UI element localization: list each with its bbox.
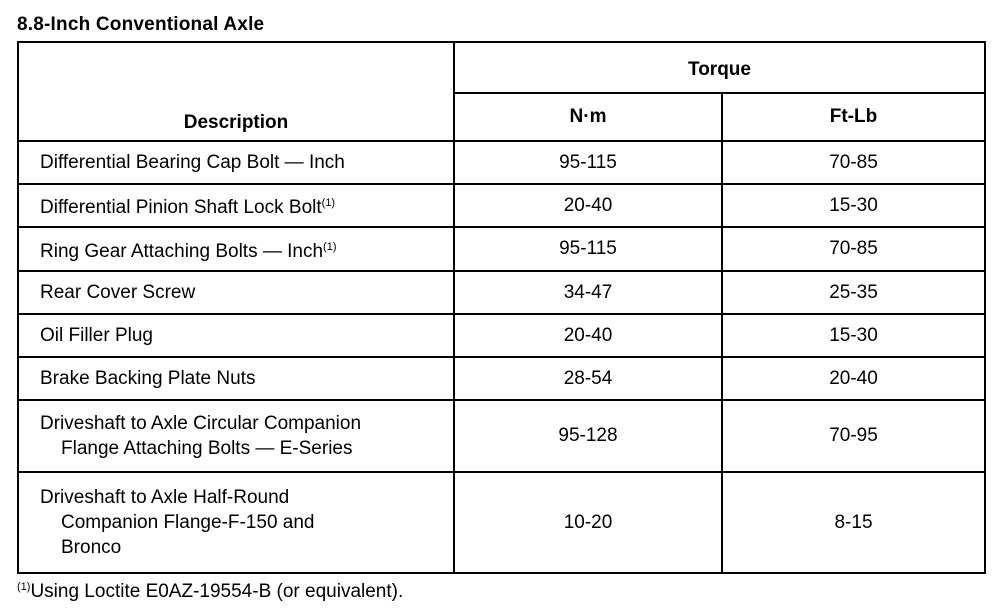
table-title: 8.8-Inch Conventional Axle xyxy=(17,14,265,35)
row-description: Driveshaft to Axle Circular Companion Fla… xyxy=(17,399,455,473)
table-row: Brake Backing Plate Nuts 28-54 20-40 xyxy=(17,356,986,401)
footnote-ref: (1) xyxy=(323,240,337,253)
description-line: Differential Pinion Shaft Lock Bolt(1) xyxy=(40,197,336,218)
row-nm: 20-40 xyxy=(453,313,723,358)
row-ftlb: 70-95 xyxy=(721,399,986,473)
header-nm: N·m xyxy=(453,92,723,142)
description-line: Driveshaft to Axle Half-Round xyxy=(40,487,290,508)
description-line: Brake Backing Plate Nuts xyxy=(40,368,256,389)
row-nm: 95-115 xyxy=(453,140,723,185)
row-ftlb: 20-40 xyxy=(721,356,986,401)
row-ftlb: 25-35 xyxy=(721,270,986,315)
footnote: (1)Using Loctite E0AZ-19554-B (or equiva… xyxy=(17,581,403,603)
row-nm: 20-40 xyxy=(453,183,723,228)
row-nm: 10-20 xyxy=(453,471,723,574)
description-line: Differential Bearing Cap Bolt — Inch xyxy=(40,152,345,173)
table-row: Driveshaft to Axle Circular Companion Fla… xyxy=(17,399,986,473)
row-nm: 95-115 xyxy=(453,226,723,272)
header-description: Description xyxy=(17,41,455,142)
row-description: Oil Filler Plug xyxy=(17,313,455,358)
description-line: Ring Gear Attaching Bolts — Inch(1) xyxy=(40,240,337,262)
row-ftlb: 70-85 xyxy=(721,226,986,272)
row-nm: 34-47 xyxy=(453,270,723,315)
header-ftlb: Ft-Lb xyxy=(721,92,986,142)
header-description-label: Description xyxy=(183,112,289,133)
table-row: Driveshaft to Axle Half-Round Companion F… xyxy=(17,471,986,574)
row-description: Differential Pinion Shaft Lock Bolt(1) xyxy=(17,183,455,228)
row-nm: 28-54 xyxy=(453,356,723,401)
table-row: Ring Gear Attaching Bolts — Inch(1) 95-11… xyxy=(17,226,986,272)
row-description: Driveshaft to Axle Half-Round Companion F… xyxy=(17,471,455,574)
footnote-mark: (1) xyxy=(17,581,31,593)
row-description: Ring Gear Attaching Bolts — Inch(1) xyxy=(17,226,455,272)
table-row: Rear Cover Screw 34-47 25-35 xyxy=(17,270,986,315)
footnote-text: Using Loctite E0AZ-19554-B (or equivalen… xyxy=(30,581,404,602)
footnote-ref: (1) xyxy=(321,197,336,209)
torque-table: Description Torque N·m Ft-Lb Differentia… xyxy=(17,41,986,574)
description-line: Flange Attaching Bolts — E-Series xyxy=(61,438,353,459)
row-ftlb: 8-15 xyxy=(721,471,986,574)
row-ftlb: 15-30 xyxy=(721,183,986,228)
description-line: Bronco xyxy=(61,537,122,558)
table-row: Differential Bearing Cap Bolt — Inch 95-1… xyxy=(17,140,986,185)
description-line: Driveshaft to Axle Circular Companion xyxy=(40,413,362,434)
row-description: Rear Cover Screw xyxy=(17,270,455,315)
table-row: Differential Pinion Shaft Lock Bolt(1) 20… xyxy=(17,183,986,228)
description-line: Companion Flange-F-150 and xyxy=(61,512,315,533)
row-description: Differential Bearing Cap Bolt — Inch xyxy=(17,140,455,185)
row-nm: 95-128 xyxy=(453,399,723,473)
row-description: Brake Backing Plate Nuts xyxy=(17,356,455,401)
description-line: Oil Filler Plug xyxy=(40,325,153,346)
header-torque: Torque xyxy=(453,41,986,94)
description-line: Rear Cover Screw xyxy=(40,282,196,303)
table-row: Oil Filler Plug 20-40 15-30 xyxy=(17,313,986,358)
row-ftlb: 70-85 xyxy=(721,140,986,185)
row-ftlb: 15-30 xyxy=(721,313,986,358)
